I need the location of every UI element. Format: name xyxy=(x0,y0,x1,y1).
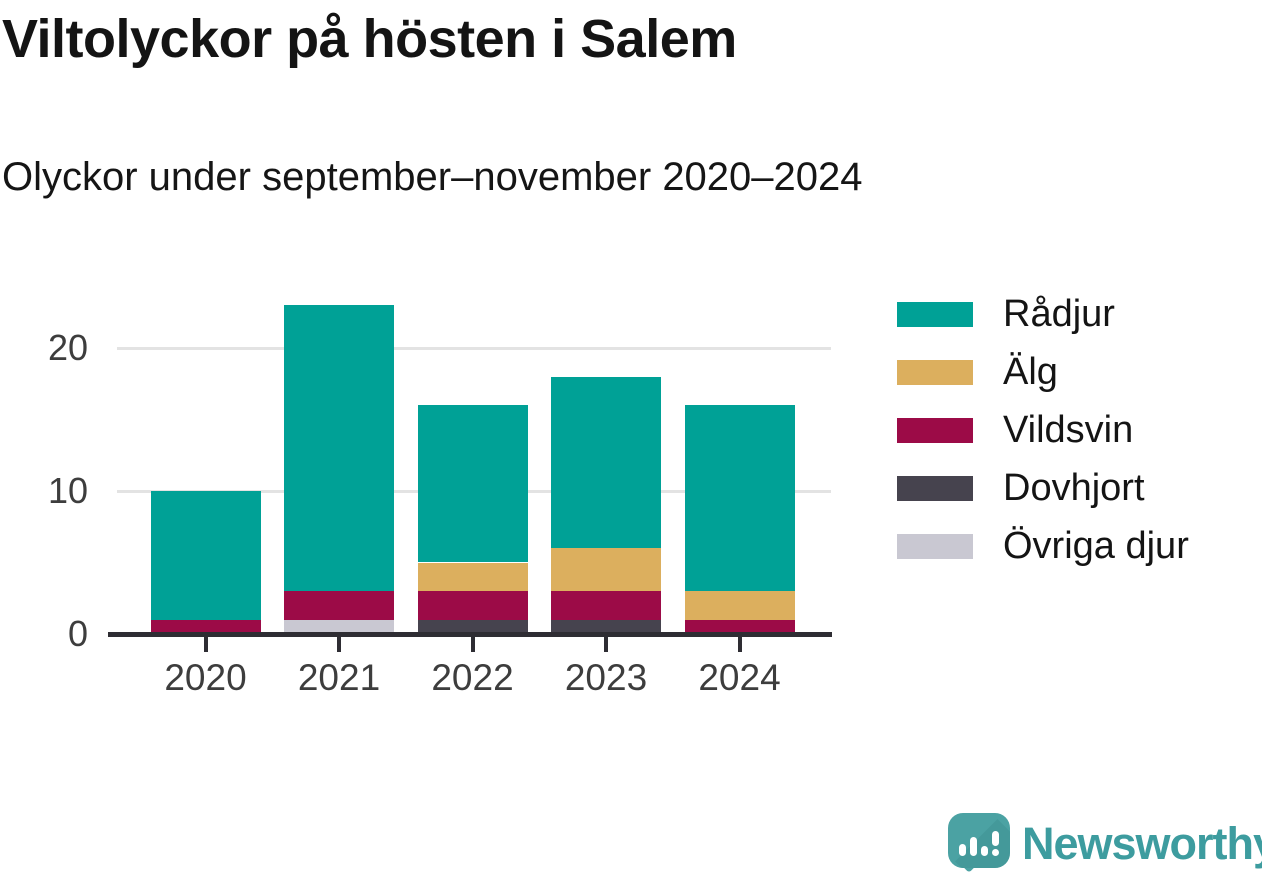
bar-segment-2023 xyxy=(551,548,661,592)
y-axis-tick-label: 10 xyxy=(47,470,88,511)
x-axis-tick xyxy=(470,637,475,652)
bar-segment-2023 xyxy=(551,376,661,549)
bar-segment-2020 xyxy=(150,619,261,634)
logo-mini-bar-1 xyxy=(959,844,966,856)
gridline-y20 xyxy=(117,346,831,350)
chart-title: Viltolyckor på hösten i Salem xyxy=(2,9,737,69)
bar-segment-2024 xyxy=(684,591,795,620)
logo-exclamation-icon xyxy=(992,831,999,856)
logo-bar-chart-icon xyxy=(959,831,999,856)
legend-label: Rådjur xyxy=(1003,293,1115,335)
x-axis-tick xyxy=(337,637,341,652)
x-axis-tick-label: 2023 xyxy=(564,657,648,698)
legend-item: Rådjur xyxy=(897,293,1189,335)
legend-swatch xyxy=(897,476,973,501)
chart-legend: Rådjur Älg Vildsvin Dovhjort Övriga djur xyxy=(897,293,1189,592)
legend-swatch xyxy=(897,360,973,385)
x-axis-tick-label: 2022 xyxy=(431,657,514,698)
legend-item: Älg xyxy=(897,351,1189,393)
bar-segment-2020 xyxy=(150,491,261,620)
legend-label: Dovhjort xyxy=(1003,467,1145,509)
x-axis-tick-label: 2021 xyxy=(297,657,381,698)
bar-segment-2024 xyxy=(684,619,795,634)
bar-segment-2023 xyxy=(551,591,661,620)
x-axis-tick-label: 2024 xyxy=(698,657,781,698)
bar-segment-2022 xyxy=(417,562,528,592)
chart-subtitle: Olyckor under september–november 2020–20… xyxy=(2,155,863,199)
logo-mini-bar-3 xyxy=(981,846,988,856)
legend-swatch xyxy=(897,418,973,443)
x-axis-tick xyxy=(737,637,742,652)
bar-segment-2022 xyxy=(417,591,528,620)
x-axis-tick-label: 2020 xyxy=(164,657,247,698)
legend-label: Övriga djur xyxy=(1003,525,1189,567)
legend-item: Dovhjort xyxy=(897,467,1189,509)
legend-swatch xyxy=(897,534,973,559)
y-axis-tick-label: 20 xyxy=(47,327,88,368)
legend-label: Vildsvin xyxy=(1003,409,1134,451)
bar-segment-2021 xyxy=(284,305,394,592)
legend-label: Älg xyxy=(1003,351,1058,393)
bar-segment-2022 xyxy=(417,619,528,634)
bar-segment-2024 xyxy=(684,405,795,592)
bar-segment-2021 xyxy=(284,619,394,634)
newsworthy-logo: Newsworthy xyxy=(948,813,1262,877)
logo-mini-bar-2 xyxy=(970,837,977,856)
x-axis-tick xyxy=(604,637,608,652)
y-axis-tick-label: 0 xyxy=(67,613,88,654)
x-axis-line xyxy=(108,632,832,637)
bar-segment-2022 xyxy=(417,405,528,563)
legend-item: Vildsvin xyxy=(897,409,1189,451)
legend-swatch xyxy=(897,302,973,327)
bar-segment-2021 xyxy=(284,591,394,620)
logo-speech-bubble xyxy=(948,813,1010,868)
x-axis-tick xyxy=(203,637,208,652)
legend-item: Övriga djur xyxy=(897,525,1189,567)
newsworthy-logo-icon xyxy=(948,813,1010,877)
bar-segment-2023 xyxy=(551,619,661,634)
newsworthy-wordmark: Newsworthy xyxy=(1022,818,1262,869)
